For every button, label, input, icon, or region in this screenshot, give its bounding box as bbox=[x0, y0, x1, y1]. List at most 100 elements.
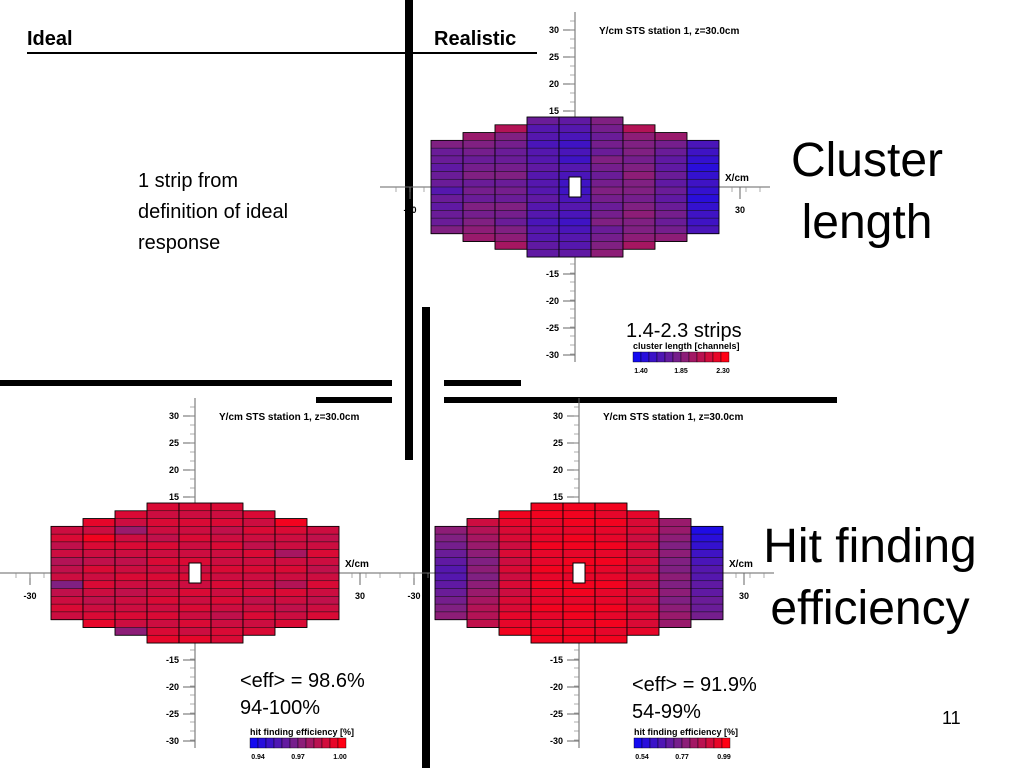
heatmap-cell bbox=[466, 611, 500, 621]
heatmap-cell bbox=[242, 557, 276, 566]
heatmap-cell bbox=[654, 225, 688, 235]
colorbar-segment bbox=[273, 737, 283, 749]
heatmap-cell bbox=[594, 541, 628, 551]
heatmap-cell bbox=[686, 155, 720, 165]
heatmap-cell bbox=[562, 518, 596, 527]
colorbar-tick-label: 0.54 bbox=[635, 754, 649, 761]
y-tick-label: 20 bbox=[553, 465, 563, 475]
colorbar-segment bbox=[705, 737, 715, 749]
heatmap-cell bbox=[590, 140, 624, 149]
heatmap-cell bbox=[594, 596, 628, 605]
heatmap-cell bbox=[594, 572, 628, 582]
heatmap-cell bbox=[594, 588, 628, 597]
heatmap-cell bbox=[498, 572, 532, 582]
heatmap-cell bbox=[562, 619, 596, 628]
heatmap-cell bbox=[530, 526, 564, 535]
heatmap-cell bbox=[210, 588, 244, 597]
heatmap-cell bbox=[526, 210, 560, 219]
heatmap-cell bbox=[82, 549, 116, 558]
heatmap-cell bbox=[430, 202, 464, 211]
heatmap-cell bbox=[210, 564, 244, 574]
heatmap-cell bbox=[494, 171, 528, 180]
colorbar-segment bbox=[672, 351, 682, 363]
heatmap-cell bbox=[690, 541, 724, 551]
heatmap-cell bbox=[690, 564, 724, 574]
heatmap-cell bbox=[274, 533, 308, 543]
heatmap-cell bbox=[274, 526, 308, 535]
heatmap-cell bbox=[50, 557, 84, 566]
heatmap-cell bbox=[466, 619, 500, 628]
heatmap-cell bbox=[562, 541, 596, 551]
heatmap-cell bbox=[558, 225, 592, 235]
plot-title: Y/cm STS station 1, z=30.0cm bbox=[219, 412, 359, 423]
y-tick-label: -20 bbox=[546, 296, 559, 306]
heatmap-cell bbox=[210, 541, 244, 551]
heatmap-cell bbox=[526, 217, 560, 227]
heatmap-cell bbox=[466, 564, 500, 574]
heatmap-cell bbox=[494, 217, 528, 227]
heatmap-cell bbox=[654, 132, 688, 141]
heatmap-cell bbox=[562, 603, 596, 613]
heatmap-cell bbox=[462, 163, 496, 172]
heatmap-cell bbox=[466, 533, 500, 543]
heatmap-cell bbox=[462, 155, 496, 165]
heatmap-cell bbox=[306, 541, 340, 551]
heatmap-cell bbox=[178, 518, 212, 527]
heatmap-cell bbox=[626, 526, 660, 535]
horizontal-divider-left bbox=[0, 380, 392, 386]
heatmap-cell bbox=[558, 202, 592, 211]
heatmap-cell bbox=[242, 510, 276, 520]
heatmap-cell bbox=[622, 225, 656, 235]
heatmap-cell bbox=[690, 572, 724, 582]
heatmap-cell bbox=[498, 533, 532, 543]
heatmap-cell bbox=[50, 611, 84, 621]
heatmap-cell bbox=[622, 124, 656, 134]
heatmap-cell bbox=[626, 627, 660, 636]
heatmap-cell bbox=[498, 564, 532, 574]
heatmap-cell bbox=[494, 202, 528, 211]
heatmap-cell bbox=[590, 233, 624, 242]
colorbar-segment bbox=[673, 737, 683, 749]
colorbar-segment bbox=[265, 737, 275, 749]
colorbar-segment bbox=[664, 351, 674, 363]
heatmap-cell bbox=[690, 611, 724, 621]
heatmap-cell bbox=[274, 557, 308, 566]
heatmap-cell bbox=[178, 526, 212, 535]
colorbar-segment bbox=[665, 737, 675, 749]
colorbar-tick-label: 0.94 bbox=[251, 754, 265, 761]
heatmap-cell bbox=[498, 596, 532, 605]
y-tick-label: 25 bbox=[549, 52, 559, 62]
heatmap-cell bbox=[526, 171, 560, 180]
heatmap-cell bbox=[430, 217, 464, 227]
heatmap-cell bbox=[114, 564, 148, 574]
heatmap-cell bbox=[178, 619, 212, 628]
heatmap-cell bbox=[82, 580, 116, 590]
cluster-title-line: length bbox=[801, 196, 933, 249]
colorbar-segment bbox=[681, 737, 691, 749]
heatmap-cell bbox=[626, 619, 660, 628]
heatmap-cell bbox=[146, 588, 180, 597]
heatmap-cell bbox=[114, 572, 148, 582]
heatmap-cell bbox=[146, 580, 180, 590]
heatmap-cell bbox=[558, 163, 592, 172]
heatmap-cell bbox=[306, 603, 340, 613]
heatmap-cell bbox=[306, 533, 340, 543]
heatmap-cell bbox=[178, 611, 212, 621]
heatmap-cell bbox=[686, 140, 720, 149]
heatmap-cell bbox=[82, 533, 116, 543]
x-axis-label: X/cm bbox=[729, 559, 753, 570]
slide-number: 11 bbox=[942, 708, 961, 728]
heatmap-cell bbox=[590, 217, 624, 227]
heatmap-cell bbox=[430, 225, 464, 235]
heatmap-cell bbox=[530, 518, 564, 527]
heatmap-cell bbox=[146, 611, 180, 621]
colorbar-label: cluster length [channels] bbox=[633, 341, 740, 351]
heatmap-cell bbox=[462, 217, 496, 227]
colorbar-tick-label: 0.97 bbox=[291, 754, 305, 761]
heatmap-cell bbox=[434, 611, 468, 621]
horizontal-divider-right bbox=[444, 397, 837, 403]
heatmap-cell bbox=[530, 564, 564, 574]
heatmap-cell bbox=[178, 541, 212, 551]
heatmap-cell bbox=[562, 634, 596, 644]
heatmap-cell bbox=[274, 549, 308, 558]
